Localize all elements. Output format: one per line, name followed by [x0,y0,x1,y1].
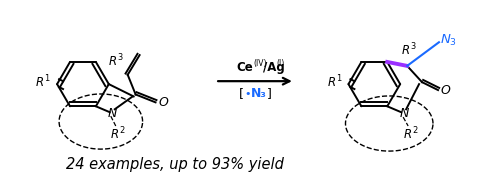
Text: $O$: $O$ [440,84,452,97]
Text: $N$: $N$ [107,107,118,120]
Text: $O$: $O$ [158,96,169,109]
Text: [: [ [238,87,243,100]
Text: $N$: $N$ [399,107,410,120]
Text: (I): (I) [277,59,285,68]
Text: $R^3$: $R^3$ [108,53,123,69]
Text: N₃: N₃ [251,87,267,100]
Text: $R^1$: $R^1$ [327,74,342,91]
Text: ]: ] [267,87,271,100]
Text: $R^1$: $R^1$ [35,74,51,91]
Text: (IV): (IV) [253,59,267,68]
Text: Ce: Ce [236,61,253,74]
Text: $N_3$: $N_3$ [440,33,458,48]
Text: 24 examples, up to 93% yield: 24 examples, up to 93% yield [67,157,284,172]
Text: /Ag: /Ag [263,61,285,74]
Text: $R^2$: $R^2$ [403,125,419,142]
Text: $R^2$: $R^2$ [110,125,125,142]
Text: $R^3$: $R^3$ [401,42,417,59]
Text: •: • [245,89,251,99]
